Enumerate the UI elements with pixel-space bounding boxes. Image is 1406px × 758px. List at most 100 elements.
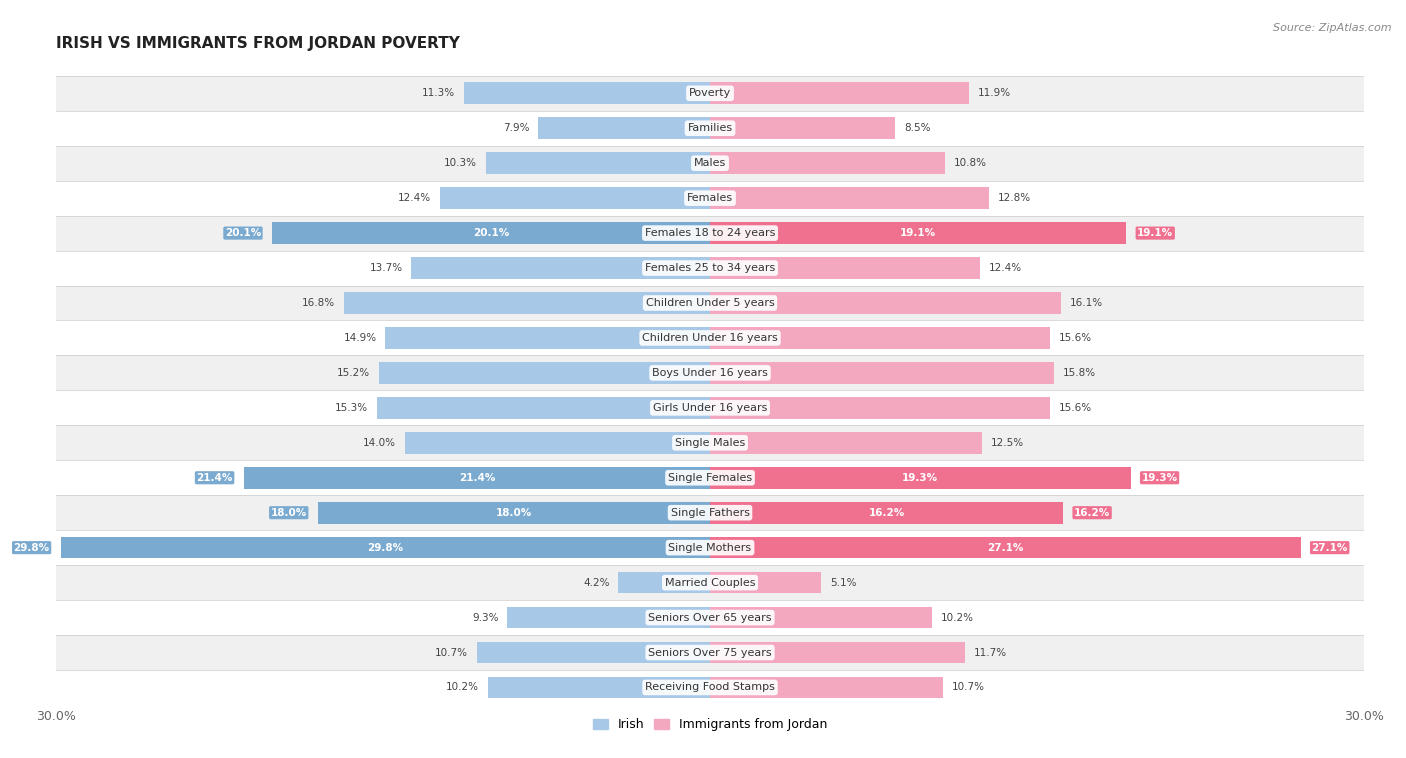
Text: 9.3%: 9.3% [472,612,499,622]
Text: Children Under 5 years: Children Under 5 years [645,298,775,308]
Text: 10.2%: 10.2% [446,682,479,693]
Bar [488,677,710,698]
Text: 29.8%: 29.8% [367,543,404,553]
Text: Source: ZipAtlas.com: Source: ZipAtlas.com [1274,23,1392,33]
Bar [56,670,1364,705]
Bar [485,152,710,174]
Bar [710,292,1062,314]
Text: Married Couples: Married Couples [665,578,755,587]
Text: 19.1%: 19.1% [1137,228,1173,238]
Bar [385,327,710,349]
Text: Families: Families [688,124,733,133]
Text: 11.7%: 11.7% [974,647,1007,657]
Bar [60,537,710,559]
Bar [710,642,965,663]
Text: 16.2%: 16.2% [1074,508,1111,518]
Bar [710,187,988,209]
Bar [710,537,1301,559]
Bar [56,76,1364,111]
Bar [710,257,980,279]
Bar [508,606,710,628]
Text: Females 25 to 34 years: Females 25 to 34 years [645,263,775,273]
Text: 11.9%: 11.9% [979,88,1011,99]
Bar [56,425,1364,460]
Text: 29.8%: 29.8% [14,543,49,553]
Bar [56,390,1364,425]
Text: 13.7%: 13.7% [370,263,402,273]
Text: 7.9%: 7.9% [503,124,529,133]
Text: 21.4%: 21.4% [197,473,233,483]
Text: 15.3%: 15.3% [335,402,368,413]
Bar [56,356,1364,390]
Text: Single Males: Single Males [675,438,745,448]
Bar [56,180,1364,215]
Text: 12.4%: 12.4% [398,193,432,203]
Text: 19.3%: 19.3% [1142,473,1178,483]
Bar [56,111,1364,146]
Bar [243,467,710,489]
Text: 27.1%: 27.1% [987,543,1024,553]
Text: Poverty: Poverty [689,88,731,99]
Text: Seniors Over 75 years: Seniors Over 75 years [648,647,772,657]
Bar [318,502,710,524]
Text: 18.0%: 18.0% [270,508,307,518]
Text: 16.2%: 16.2% [869,508,904,518]
Bar [56,321,1364,356]
Text: 15.6%: 15.6% [1059,402,1092,413]
Text: 10.3%: 10.3% [444,158,477,168]
Text: Children Under 16 years: Children Under 16 years [643,333,778,343]
Bar [710,502,1063,524]
Text: Girls Under 16 years: Girls Under 16 years [652,402,768,413]
Bar [440,187,710,209]
Text: 15.6%: 15.6% [1059,333,1092,343]
Text: 14.0%: 14.0% [363,438,396,448]
Text: 12.4%: 12.4% [988,263,1022,273]
Bar [477,642,710,663]
Text: Seniors Over 65 years: Seniors Over 65 years [648,612,772,622]
Text: Receiving Food Stamps: Receiving Food Stamps [645,682,775,693]
Text: 10.8%: 10.8% [955,158,987,168]
Bar [405,432,710,453]
Text: Females 18 to 24 years: Females 18 to 24 years [645,228,775,238]
Text: 20.1%: 20.1% [225,228,262,238]
Bar [710,222,1126,244]
Text: 21.4%: 21.4% [458,473,495,483]
Text: 16.8%: 16.8% [302,298,335,308]
Text: 15.2%: 15.2% [337,368,370,378]
Text: 19.3%: 19.3% [903,473,938,483]
Bar [56,251,1364,286]
Bar [619,572,710,594]
Bar [412,257,710,279]
Text: Single Mothers: Single Mothers [668,543,752,553]
Bar [344,292,710,314]
Bar [710,83,969,104]
Text: 4.2%: 4.2% [583,578,610,587]
Text: 20.1%: 20.1% [472,228,509,238]
Text: 18.0%: 18.0% [496,508,531,518]
Text: 12.5%: 12.5% [991,438,1025,448]
Bar [710,677,943,698]
Text: 14.9%: 14.9% [343,333,377,343]
Bar [710,362,1054,384]
Bar [377,397,710,418]
Text: Males: Males [695,158,725,168]
Text: 5.1%: 5.1% [830,578,856,587]
Text: 8.5%: 8.5% [904,124,931,133]
Bar [56,286,1364,321]
Text: Single Fathers: Single Fathers [671,508,749,518]
Bar [710,432,983,453]
Bar [56,530,1364,565]
Bar [710,152,945,174]
Bar [56,565,1364,600]
Bar [710,397,1050,418]
Bar [56,146,1364,180]
Text: Females: Females [688,193,733,203]
Bar [56,460,1364,495]
Bar [56,600,1364,635]
Legend: Irish, Immigrants from Jordan: Irish, Immigrants from Jordan [588,713,832,737]
Text: 16.1%: 16.1% [1070,298,1102,308]
Text: Boys Under 16 years: Boys Under 16 years [652,368,768,378]
Text: 19.1%: 19.1% [900,228,936,238]
Bar [56,215,1364,251]
Bar [56,635,1364,670]
